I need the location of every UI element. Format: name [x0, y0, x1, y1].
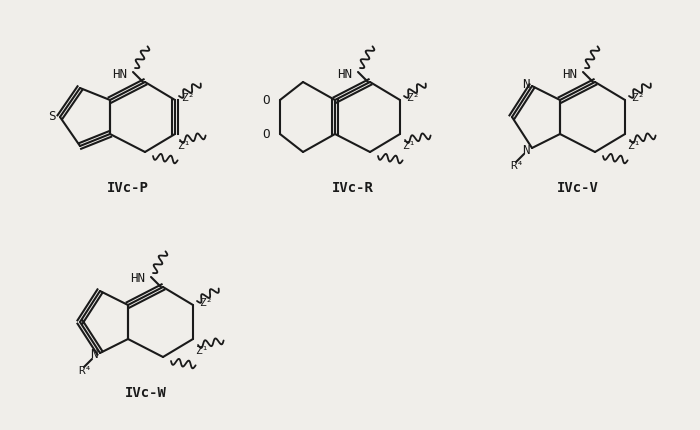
- Text: IVc-W: IVc-W: [125, 386, 167, 400]
- Text: Z²: Z²: [631, 93, 645, 103]
- Text: Z¹: Z¹: [195, 346, 209, 356]
- Text: HN: HN: [112, 68, 127, 80]
- Text: Z¹: Z¹: [177, 141, 190, 151]
- Text: S: S: [48, 111, 56, 123]
- Text: O: O: [262, 128, 270, 141]
- Text: HN: HN: [562, 68, 577, 80]
- Text: O: O: [262, 93, 270, 107]
- Text: R⁴: R⁴: [510, 161, 524, 171]
- Text: Z¹: Z¹: [627, 141, 640, 151]
- Text: N: N: [522, 144, 530, 157]
- Text: IVc-V: IVc-V: [557, 181, 599, 195]
- Text: R⁴: R⁴: [78, 366, 92, 376]
- Text: Z²: Z²: [406, 93, 419, 103]
- Text: N: N: [90, 348, 98, 362]
- Text: Z²: Z²: [181, 93, 195, 103]
- Text: HN: HN: [337, 68, 352, 80]
- Text: Z²: Z²: [199, 298, 213, 308]
- Text: IVc-R: IVc-R: [332, 181, 374, 195]
- Text: Z¹: Z¹: [402, 141, 416, 151]
- Text: IVc-P: IVc-P: [107, 181, 149, 195]
- Text: N: N: [522, 77, 530, 90]
- Text: HN: HN: [130, 273, 145, 286]
